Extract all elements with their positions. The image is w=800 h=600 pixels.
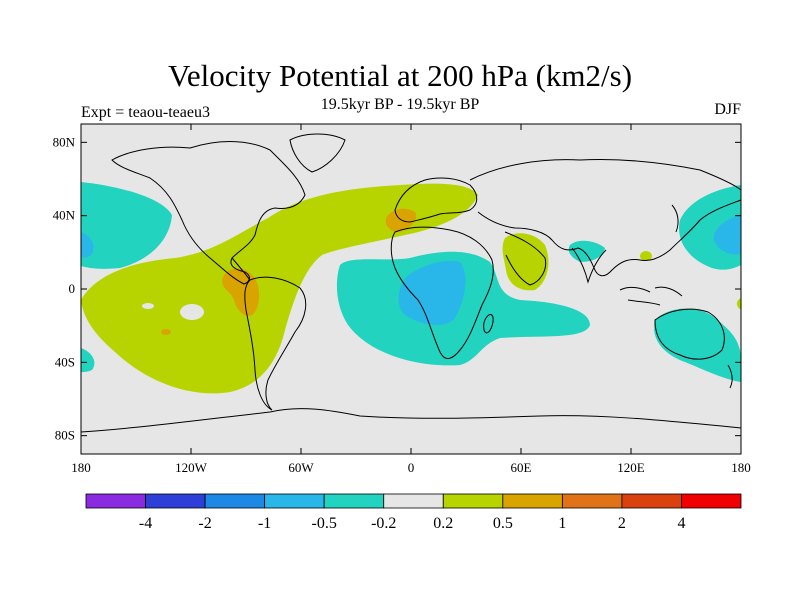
coast-antarctica (80, 408, 742, 433)
coast-japan (671, 204, 679, 233)
coast-greenland (289, 133, 346, 173)
region-blue-west-pacific (81, 232, 94, 258)
coastlines (80, 133, 742, 433)
colorbar-swatch (383, 493, 444, 509)
colorbar-label: 1 (558, 515, 566, 532)
colorbar-swatch (323, 493, 385, 509)
colorbar-swatch (561, 493, 623, 509)
colorbar-swatch (442, 493, 504, 509)
axes: 180 120W 60W 0 60E 120E 180 80N 40N 0 40S 80S (53, 124, 751, 475)
region-cyan-africa (336, 251, 590, 366)
contour-regions (81, 182, 741, 394)
colorbar-swatch (502, 493, 563, 509)
colorbar-swatch (85, 493, 146, 509)
x-tick-label: 0 (408, 460, 415, 475)
y-tick-label: 80N (53, 134, 76, 149)
region-blue-east-pacific (713, 215, 741, 255)
region-green-arabia (502, 233, 549, 291)
region-gap-pacific-1 (180, 304, 204, 320)
colorbar-swatch (621, 493, 682, 509)
region-green-east-edge (736, 298, 741, 310)
coast-madagascar (483, 314, 494, 334)
x-tick-label: 60W (288, 460, 314, 475)
x-tick-label: 120W (175, 460, 208, 475)
region-orange-dot (161, 329, 171, 335)
y-tick-label: 0 (69, 281, 76, 296)
x-tick-label: 180 (71, 460, 91, 475)
colorbar-label: 0.5 (493, 515, 513, 532)
colorbar-swatch (681, 493, 742, 509)
coast-india (571, 247, 607, 284)
region-cyan-australia (654, 308, 741, 382)
x-tick-label: 60E (511, 460, 532, 475)
coast-south-america (244, 276, 307, 411)
y-tick-label: 40S (55, 354, 75, 369)
season-label: DJF (714, 101, 741, 118)
region-green-dot (640, 251, 652, 261)
colorbar-label: 4 (677, 515, 685, 532)
coast-arabia (504, 231, 547, 286)
coast-europe (394, 177, 478, 223)
region-cyan-southwest (81, 348, 95, 372)
chart-title: Velocity Potential at 200 hPa (km2/s) (167, 58, 633, 93)
coast-asia (469, 158, 742, 277)
colorbar-label: -0.2 (371, 515, 396, 532)
colorbar-swatch (264, 493, 325, 509)
colorbar-label: 0.2 (433, 515, 453, 532)
y-tick-label: 40N (53, 208, 76, 223)
coast-central-america (231, 257, 251, 281)
coast-australia (654, 308, 725, 360)
x-tick-label: 180 (731, 460, 751, 475)
y-tick-label: 80S (55, 428, 75, 443)
colorbar-label: -0.5 (312, 515, 337, 532)
coast-north-america (111, 141, 306, 285)
region-blue-africa (398, 260, 466, 326)
colorbar-swatch (145, 493, 206, 509)
colorbar-label: 2 (618, 515, 626, 532)
x-tick-label: 120E (617, 460, 645, 475)
chart-subtitle: 19.5kyr BP - 19.5kyr BP (320, 96, 480, 113)
region-green-americas-atlantic (81, 183, 478, 394)
colorbar-label: -4 (139, 515, 152, 532)
region-cyan-west-pacific (81, 182, 172, 269)
region-gap-pacific-2 (142, 303, 154, 309)
coast-africa (390, 226, 494, 359)
colorbar: -4 -2 -1 -0.5 -0.2 0.2 0.5 1 2 4 (85, 493, 742, 532)
colorbar-label: -1 (258, 515, 271, 532)
colorbar-swatch (204, 493, 266, 509)
experiment-label: Expt = teaou-teaeu3 (81, 104, 210, 121)
colorbar-label: -2 (198, 515, 211, 532)
coast-new-zealand (727, 364, 733, 389)
coast-indonesia (619, 286, 683, 306)
